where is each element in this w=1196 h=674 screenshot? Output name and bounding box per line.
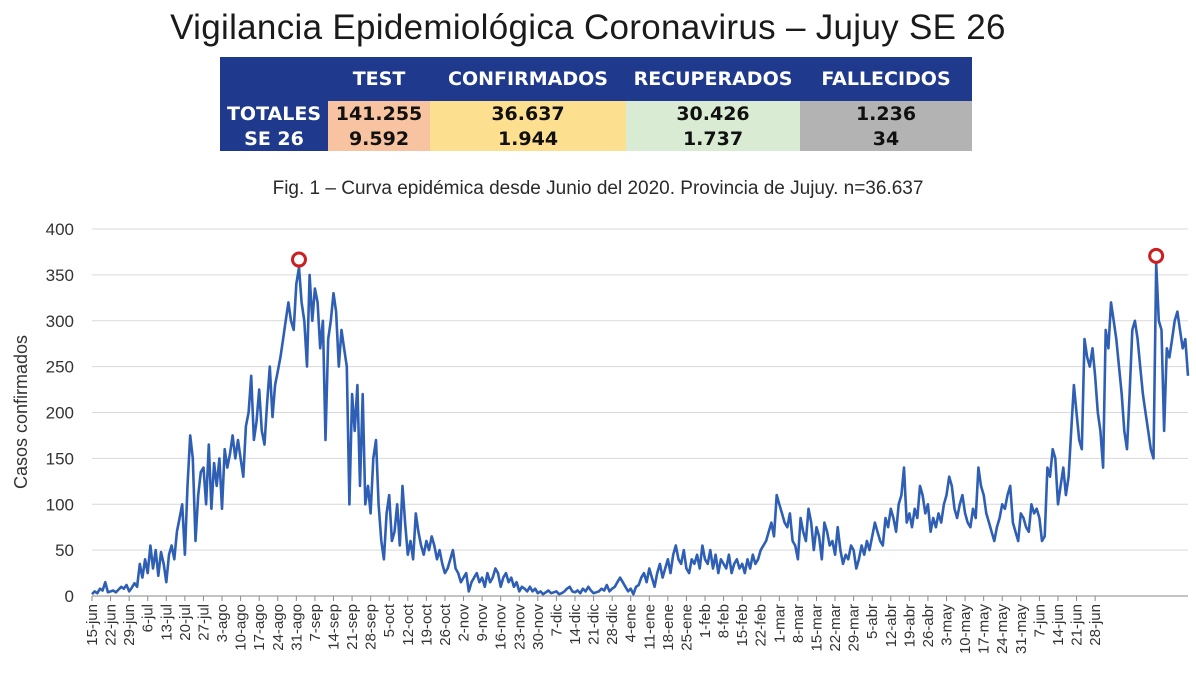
y-tick-label: 150 <box>46 449 74 468</box>
peak-marker <box>290 251 307 268</box>
x-tick-label: 30-nov <box>530 604 547 650</box>
cell-se26-fallecidos: 34 <box>800 126 972 151</box>
y-tick-label: 100 <box>46 495 74 514</box>
x-tick-label: 25-ene <box>678 604 695 651</box>
x-tick-label: 31-may <box>1013 604 1030 655</box>
x-tick-label: 16-nov <box>493 604 510 650</box>
x-tick-label: 19-abr <box>901 604 918 647</box>
x-tick-label: 26-abr <box>920 604 937 647</box>
x-tick-label: 31-ago <box>288 604 305 651</box>
x-tick-label: 10-ago <box>233 604 250 651</box>
cell-totales-confirmados: 36.637 <box>430 101 626 126</box>
col-header-test: TEST <box>328 57 430 101</box>
series-line <box>91 262 1190 596</box>
cell-se26-test: 9.592 <box>328 126 430 151</box>
peak-markers <box>290 247 1165 268</box>
y-axis-ticks: 0 50 100 150 200 250 300 350 400 <box>46 220 74 606</box>
x-tick-label: 14-sep <box>325 604 342 650</box>
cell-totales-fallecidos: 1.236 <box>800 101 972 126</box>
x-tick-label: 29-jun <box>121 604 138 646</box>
x-tick-label: 28-jun <box>1087 604 1104 646</box>
chart-gridlines <box>92 228 1188 597</box>
x-tick-label: 27-jul <box>195 604 212 641</box>
x-tick-label: 3-ago <box>214 604 231 642</box>
x-tick-label: 20-jul <box>177 604 194 641</box>
x-tick-label: 7-sep <box>307 604 324 642</box>
x-tick-label: 22-feb <box>753 604 770 647</box>
summary-table: TEST CONFIRMADOS RECUPERADOS FALLECIDOS … <box>220 57 972 151</box>
col-header-fallecidos: FALLECIDOS <box>800 57 972 101</box>
x-tick-label: 29-mar <box>846 604 863 652</box>
x-tick-label: 10-may <box>957 604 974 655</box>
x-tick-label: 28-sep <box>363 604 380 650</box>
x-tick-label: 22-jun <box>103 604 120 646</box>
x-tick-label: 21-dic <box>586 604 603 645</box>
x-tick-label: 18-ene <box>660 604 677 651</box>
row-label-se26: SE 26 <box>220 126 328 151</box>
x-tick-label: 8-mar <box>790 604 807 643</box>
y-tick-label: 200 <box>46 404 74 423</box>
y-axis-label: Casos confirmados <box>11 335 31 489</box>
cell-se26-recuperados: 1.737 <box>626 126 800 151</box>
x-tick-label: 11-ene <box>641 604 658 650</box>
x-tick-label: 21-sep <box>344 604 361 650</box>
y-tick-label: 250 <box>46 358 74 377</box>
x-tick-label: 6-jul <box>140 604 157 632</box>
x-tick-label: 14-dic <box>567 604 584 645</box>
row-label-totales: TOTALES <box>220 101 328 126</box>
x-tick-label: 15-jun <box>84 604 101 646</box>
x-tick-label: 7-dic <box>548 604 565 637</box>
col-header-recuperados: RECUPERADOS <box>626 57 800 101</box>
peak-marker <box>1148 247 1165 264</box>
x-tick-label: 3-may <box>939 604 956 646</box>
cell-se26-confirmados: 1.944 <box>430 126 626 151</box>
x-tick-label: 12-oct <box>400 603 417 646</box>
x-tick-label: 17-may <box>976 604 993 655</box>
x-tick-label: 12-abr <box>883 604 900 647</box>
summary-corner <box>220 57 328 101</box>
x-axis-ticks: 15-jun 22-jun 29-jun 6-jul 13-jul 20-jul 27-ju… <box>84 596 1104 654</box>
x-tick-label: 23-nov <box>511 604 528 650</box>
cell-totales-recuperados: 30.426 <box>626 101 800 126</box>
chart-title: Fig. 1 – Curva epidémica desde Junio del… <box>272 178 924 199</box>
x-tick-label: 15-mar <box>808 604 825 652</box>
cell-totales-test: 141.255 <box>328 101 430 126</box>
y-tick-label: 350 <box>46 266 74 285</box>
x-tick-label: 28-dic <box>604 604 621 645</box>
col-header-confirmados: CONFIRMADOS <box>430 57 626 101</box>
x-tick-label: 15-feb <box>734 604 751 647</box>
x-tick-label: 13-jul <box>158 604 175 641</box>
y-tick-label: 50 <box>55 541 74 560</box>
summary-row-se26: SE 26 9.592 1.944 1.737 34 <box>220 126 972 151</box>
x-tick-label: 7-jun <box>1031 604 1048 637</box>
x-tick-label: 4-ene <box>623 604 640 642</box>
x-tick-label: 22-mar <box>827 604 844 652</box>
y-tick-label: 0 <box>65 587 74 606</box>
y-tick-label: 300 <box>46 312 74 331</box>
x-tick-label: 17-ago <box>251 604 268 651</box>
x-tick-label: 19-oct <box>418 603 435 646</box>
x-tick-label: 26-oct <box>437 603 454 646</box>
x-tick-label: 5-oct <box>381 603 398 637</box>
y-tick-label: 400 <box>46 220 74 239</box>
summary-row-totales: TOTALES 141.255 36.637 30.426 1.236 <box>220 101 972 126</box>
page-title: Vigilancia Epidemiológica Coronavirus – … <box>170 8 1006 47</box>
x-tick-label: 1-feb <box>697 604 714 638</box>
x-tick-label: 21-jun <box>1069 604 1086 646</box>
x-tick-label: 8-feb <box>716 604 733 638</box>
x-tick-label: 2-nov <box>456 604 473 642</box>
x-tick-label: 24-may <box>994 604 1011 655</box>
x-tick-label: 24-ago <box>270 604 287 651</box>
summary-header-row: TEST CONFIRMADOS RECUPERADOS FALLECIDOS <box>220 57 972 101</box>
series-polyline <box>91 262 1190 596</box>
x-tick-label: 14-jun <box>1050 604 1067 646</box>
x-tick-label: 9-nov <box>474 604 491 642</box>
x-tick-label: 1-mar <box>771 604 788 643</box>
x-tick-label: 5-abr <box>864 604 881 639</box>
